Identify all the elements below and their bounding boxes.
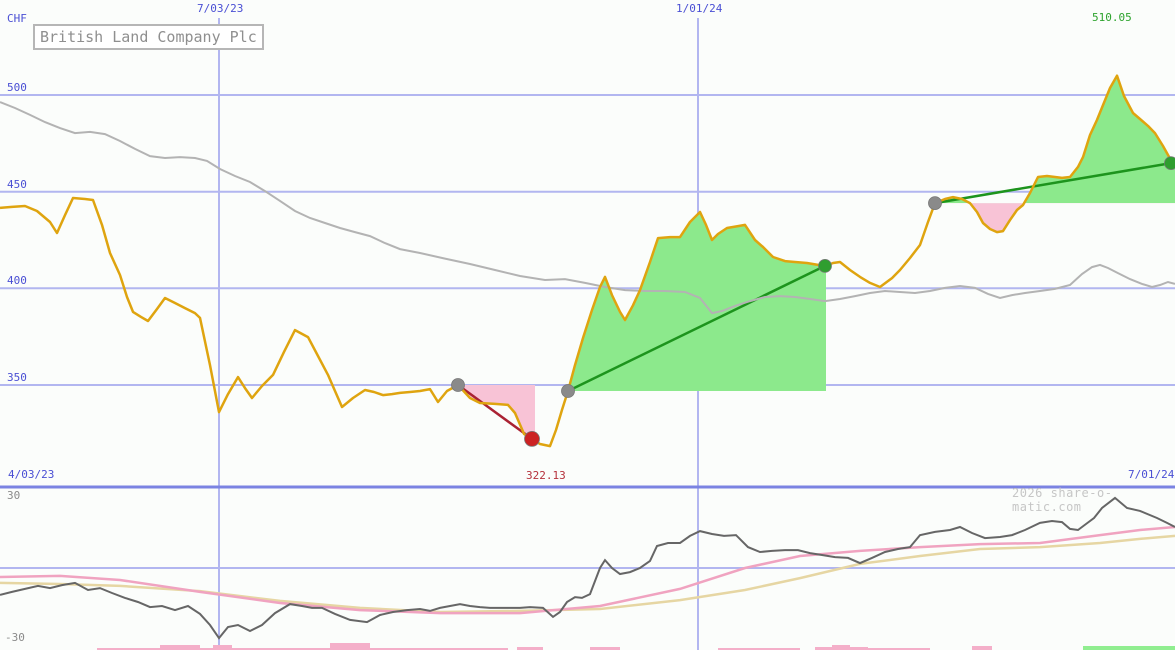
- lower-axis-tick-minus30: -30: [5, 631, 25, 644]
- range-start-date: 4/03/23: [8, 468, 55, 481]
- trade-loss-fill: [568, 390, 826, 391]
- entry-dot-gray: [561, 384, 575, 398]
- sell-signal-bar: [718, 648, 800, 650]
- buy-signal-bar: [1083, 646, 1175, 650]
- range-end-date: 7/01/24: [1128, 468, 1175, 481]
- y-axis-tick-400: 400: [7, 274, 27, 287]
- x-axis-tick-top-2: 1/01/24: [676, 2, 723, 15]
- exit-dot-green: [1164, 156, 1175, 170]
- oscillator-line: [0, 496, 1175, 640]
- entry-dot-gray: [451, 378, 465, 392]
- trend-line-gain: [567, 264, 826, 393]
- sell-signal-bar: [370, 648, 508, 650]
- sell-signal-bar: [868, 648, 930, 650]
- lower-axis-tick-30: 30: [7, 489, 21, 502]
- sell-signal-bar: [832, 645, 850, 650]
- exit-dot-red: [524, 430, 540, 447]
- trade-gain-fill: [568, 212, 826, 391]
- sell-signal-bar: [200, 648, 213, 650]
- moving-average-line: [0, 101, 1175, 315]
- currency-label: CHF: [7, 12, 27, 25]
- price-line: [0, 74, 1175, 448]
- signal-fast-line: [0, 525, 1175, 615]
- y-axis-tick-500: 500: [7, 81, 27, 94]
- trend-line-loss: [457, 383, 533, 440]
- trade-gain-fill: [935, 75, 1175, 204]
- sell-signal-bar: [232, 648, 330, 650]
- entry-dot-gray: [928, 196, 942, 211]
- exit-dot-green: [818, 258, 832, 273]
- low-price-label: 322.13: [526, 469, 566, 482]
- x-axis-tick-top-1: 7/03/23: [197, 2, 244, 15]
- trade-loss-fill: [935, 203, 1175, 233]
- sell-signal-bar: [213, 645, 232, 650]
- y-axis-tick-350: 350: [7, 371, 27, 384]
- signal-slow-line: [0, 534, 1175, 614]
- high-price-label: 510.05: [1092, 11, 1132, 24]
- sell-signal-bar: [850, 647, 868, 650]
- sell-signal-bar: [330, 643, 370, 650]
- instrument-title: British Land Company Plc: [33, 24, 264, 50]
- sell-signal-bar: [972, 646, 992, 650]
- watermark: 2026 share-o-matic.com: [1012, 486, 1113, 514]
- trend-line-open: [934, 161, 1172, 205]
- sell-signal-bar: [97, 648, 160, 650]
- y-axis-tick-450: 450: [7, 178, 27, 191]
- sell-signal-bar: [517, 647, 543, 650]
- sell-signal-bar: [815, 647, 832, 650]
- sell-signal-bar: [590, 647, 620, 650]
- sell-signal-bar: [160, 645, 200, 650]
